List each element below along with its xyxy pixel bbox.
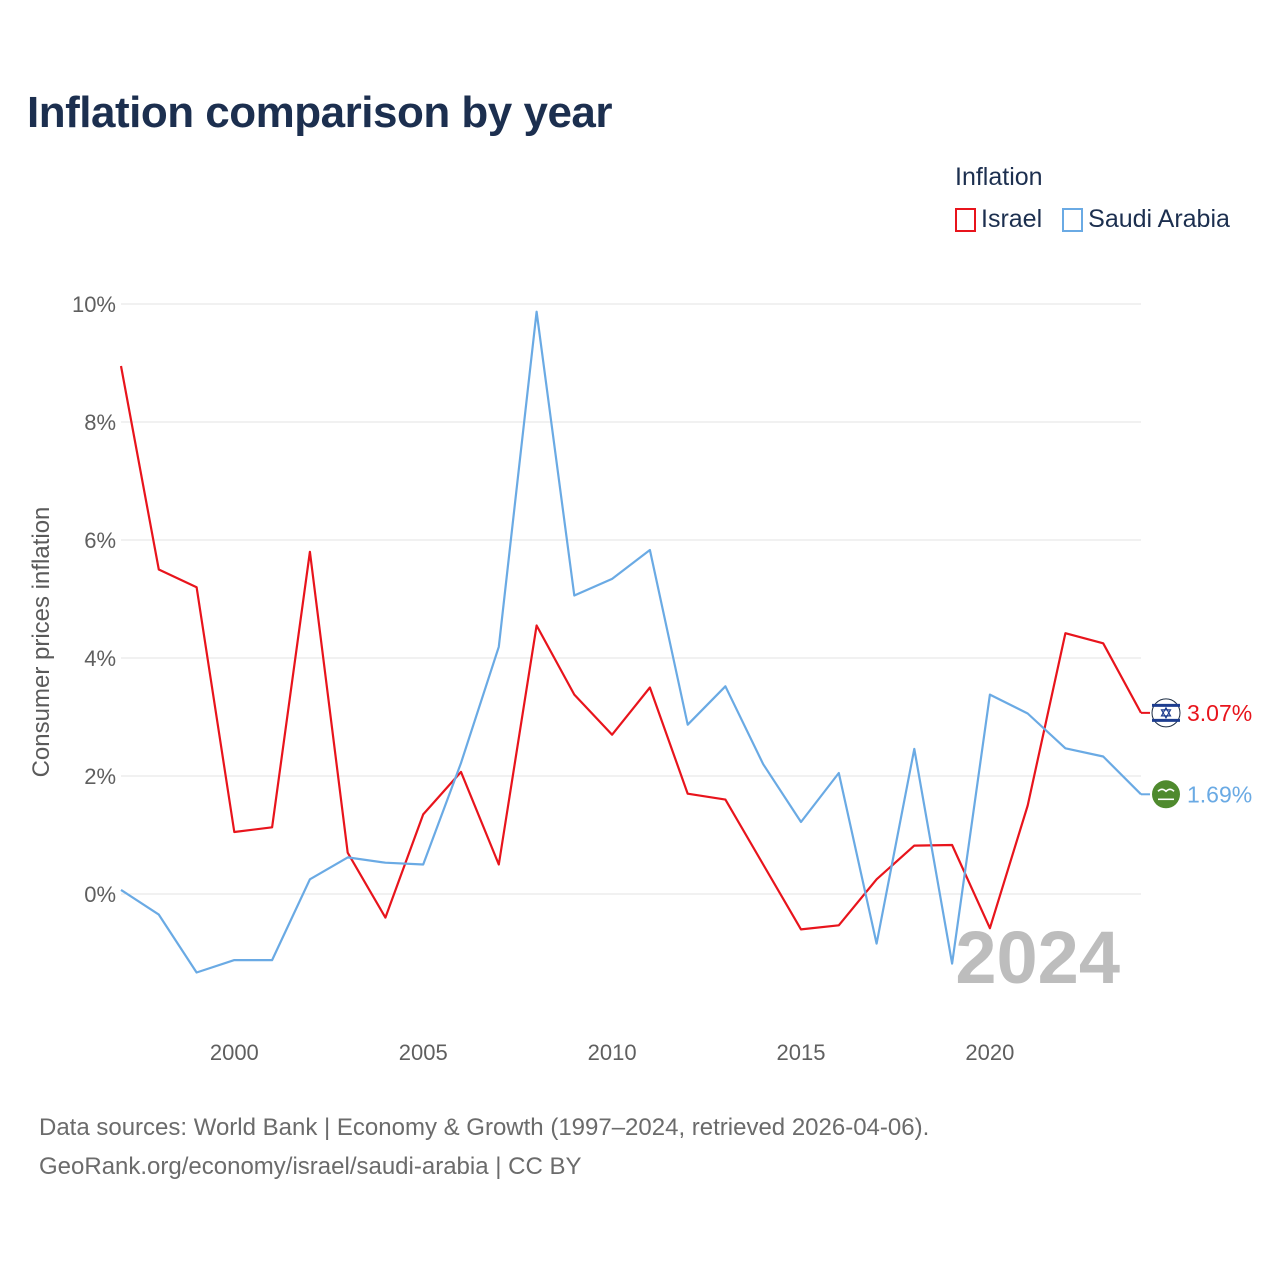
- israel-flag-icon: [1151, 698, 1181, 728]
- x-tick-label: 2005: [399, 1040, 448, 1065]
- y-tick-label: 8%: [84, 410, 116, 435]
- saudi-flag-icon: [1152, 780, 1180, 809]
- legend-swatch-saudi-arabia: [1062, 207, 1084, 232]
- legend-swatch-israel: [955, 207, 976, 232]
- legend-label-israel: Israel: [981, 205, 1043, 233]
- legend-item-saudi-arabia[interactable]: Saudi Arabia: [1062, 205, 1230, 234]
- x-tick-label: 2000: [210, 1040, 259, 1065]
- legend-item-israel[interactable]: Israel: [955, 205, 1042, 234]
- legend-title: Inflation: [955, 163, 1043, 191]
- chart-title: Inflation comparison by year: [27, 88, 613, 137]
- x-tick-label: 2010: [588, 1040, 637, 1065]
- source-line-2[interactable]: GeoRank.org/economy/israel/saudi-arabia …: [39, 1153, 582, 1180]
- y-tick-label: 2%: [84, 764, 116, 789]
- y-tick-label: 10%: [72, 292, 116, 317]
- source-note: Data sources: World Bank | Economy & Gro…: [39, 1108, 929, 1186]
- end-label-saudi-arabia: 1.69%: [1187, 781, 1252, 807]
- legend-label-saudi-arabia: Saudi Arabia: [1088, 205, 1230, 233]
- series-line-saudi-arabia[interactable]: [120, 310, 1142, 974]
- series-line-israel[interactable]: [119, 365, 1142, 931]
- source-line-1[interactable]: Data sources: World Bank | Economy & Gro…: [39, 1114, 930, 1141]
- x-tick-label: 2020: [965, 1040, 1014, 1065]
- y-tick-label: 0%: [84, 882, 116, 907]
- x-tick-label: 2015: [777, 1040, 826, 1065]
- end-label-israel: 3.07%: [1187, 700, 1252, 726]
- legend: Israel Saudi Arabia: [955, 205, 1250, 234]
- y-tick-label: 6%: [84, 528, 116, 553]
- year-watermark: 2024: [955, 916, 1120, 999]
- y-tick-label: 4%: [84, 646, 116, 671]
